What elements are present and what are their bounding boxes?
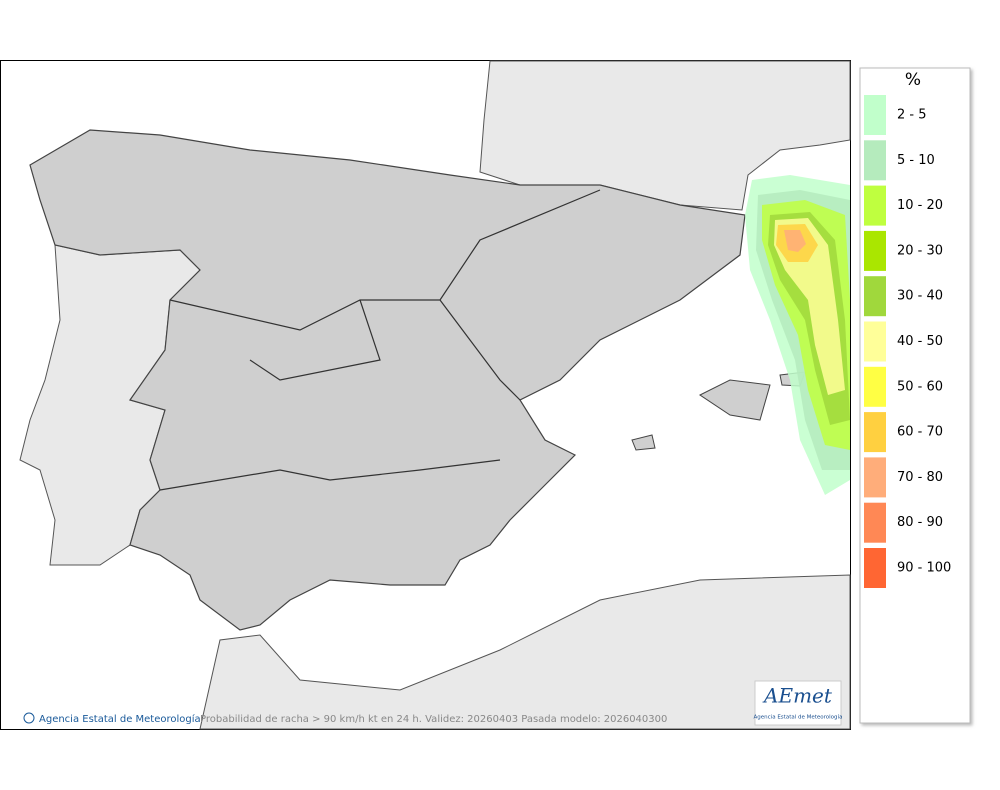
legend-label: 40 - 50 — [897, 334, 943, 349]
legend-swatch — [864, 548, 886, 588]
legend-label: 10 - 20 — [897, 198, 943, 213]
copyright-icon — [23, 712, 35, 724]
legend-label: 60 - 70 — [897, 425, 943, 440]
probability-band — [774, 218, 845, 395]
legend-label: 30 - 40 — [897, 289, 943, 304]
legend-swatch — [864, 140, 886, 181]
legend-swatch — [864, 321, 886, 362]
spain — [29, 129, 746, 631]
legend-swatch — [864, 185, 886, 226]
footer-credit: Agencia Estatal de Meteorología — [39, 713, 201, 725]
france — [479, 60, 851, 211]
legend-swatch — [864, 230, 886, 271]
region-borders — [159, 189, 601, 491]
logo-subtitle: Agencia Estatal de Meteorología — [754, 714, 843, 721]
legend-label: 5 - 10 — [897, 153, 935, 168]
legend-label: 70 - 80 — [897, 470, 943, 485]
legend-swatch — [864, 502, 886, 543]
africa — [199, 574, 851, 730]
caption: Probabilidad de racha > 90 km/h kt en 24… — [200, 714, 667, 725]
probability-band — [784, 230, 806, 252]
legend-label: 2 - 5 — [897, 108, 927, 123]
legend-label: 50 - 60 — [897, 379, 943, 394]
legend-swatch — [864, 412, 886, 453]
legend-swatch — [864, 276, 886, 317]
legend: % 2 - 5 5 - 10 10 - 20 20 - 30 30 - 40 40 - 5… — [859, 67, 971, 724]
logo-name: AEmet — [762, 684, 833, 708]
legend-swatch — [864, 95, 886, 135]
legend-label: 80 - 90 — [897, 515, 943, 530]
legend-title: % — [905, 70, 921, 90]
probability-area — [745, 175, 850, 495]
legend-swatch — [864, 457, 886, 498]
map: Agencia Estatal de Meteorología Probabil… — [0, 60, 851, 730]
legend-label: 90 - 100 — [897, 561, 951, 576]
legend-label: 20 - 30 — [897, 243, 943, 258]
legend-swatch — [864, 366, 886, 407]
logo-box — [754, 680, 842, 726]
